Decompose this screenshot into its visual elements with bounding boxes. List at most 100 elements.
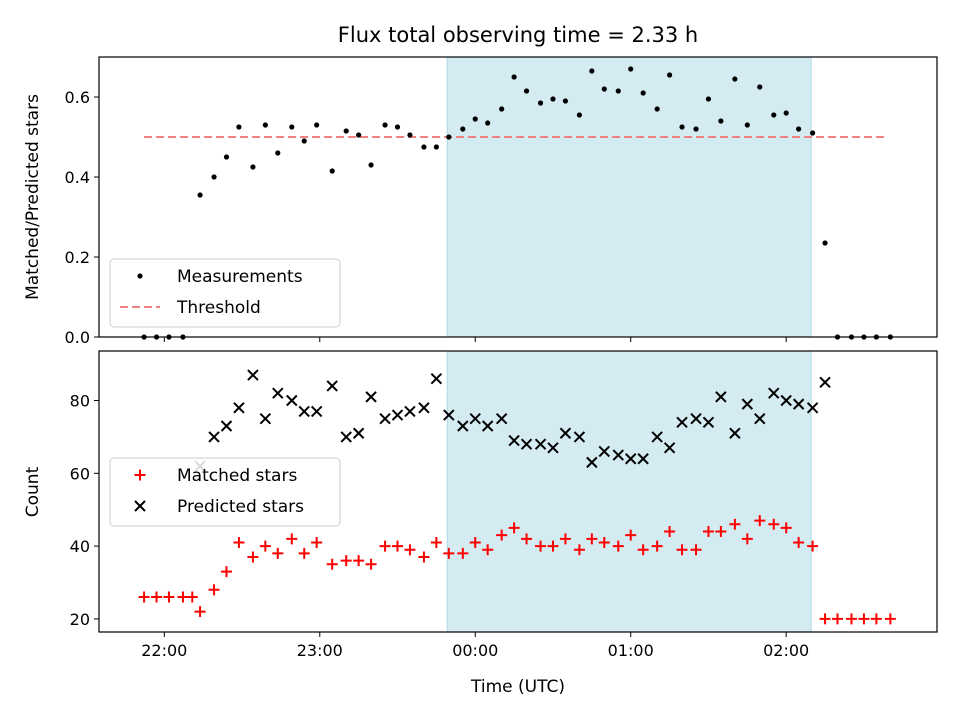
axes-frame [98, 56, 938, 338]
legend-box [109, 457, 341, 527]
data-point [586, 533, 598, 545]
data-point [744, 122, 750, 128]
data-point [757, 84, 763, 90]
data-point [272, 547, 284, 559]
data-point [298, 547, 310, 559]
data-point [654, 106, 660, 112]
data-point [208, 431, 220, 443]
data-point [250, 164, 256, 170]
data-point [138, 591, 150, 603]
data-point [310, 405, 323, 418]
data-point [806, 402, 819, 414]
data-point [796, 126, 802, 132]
data-point [262, 122, 268, 128]
data-point [559, 533, 571, 545]
series-measurements [141, 66, 893, 340]
y-tick-label: 60 [70, 464, 90, 483]
data-point [404, 405, 416, 418]
data-point [651, 431, 663, 443]
data-point [197, 192, 203, 198]
data-point [535, 540, 547, 552]
data-point [520, 438, 533, 450]
data-point [485, 120, 491, 126]
data-point [340, 555, 352, 567]
data-point [754, 412, 766, 425]
data-point [625, 453, 637, 465]
data-point [664, 526, 676, 538]
x-axis-label: Time (UTC) [470, 677, 565, 697]
data-point [326, 380, 338, 392]
data-point [637, 453, 649, 465]
data-point [443, 547, 455, 559]
data-point [715, 391, 727, 403]
data-point [537, 100, 544, 106]
data-point [368, 162, 374, 168]
data-point [615, 88, 621, 94]
data-point [718, 118, 724, 124]
y-tick-label: 0.0 [65, 328, 90, 347]
data-point [780, 394, 792, 407]
data-point [247, 369, 259, 381]
data-point [771, 112, 777, 118]
observing-window-shade [446, 350, 812, 633]
chart-title: Flux total observing time = 2.33 h [338, 23, 698, 47]
data-point [496, 529, 508, 541]
legend-marker [134, 469, 146, 481]
y-tick-label: 80 [70, 392, 90, 411]
data-point [511, 74, 517, 80]
y-tick-label: 20 [70, 610, 90, 629]
data-point [457, 547, 469, 559]
data-point [547, 540, 559, 552]
y-tick-label: 40 [70, 537, 90, 556]
data-point [715, 526, 727, 538]
data-point [329, 168, 335, 174]
data-point [702, 416, 715, 429]
data-point [508, 434, 520, 447]
data-point [275, 150, 281, 156]
data-point [819, 613, 831, 625]
data-point [741, 398, 754, 410]
data-point [220, 566, 232, 578]
data-point [472, 116, 478, 122]
data-point [676, 416, 688, 429]
data-point [311, 536, 323, 548]
data-point [430, 372, 443, 385]
data-point [177, 591, 189, 603]
data-point [792, 398, 805, 410]
data-point [768, 387, 780, 399]
data-point [573, 544, 585, 556]
data-point [220, 420, 233, 432]
data-point [391, 409, 404, 421]
data-point [858, 613, 870, 625]
data-point [326, 558, 338, 570]
data-point [418, 551, 430, 563]
data-point [754, 515, 766, 527]
data-point [379, 412, 391, 425]
data-point [845, 613, 857, 625]
data-point [343, 128, 349, 134]
data-point [589, 68, 595, 74]
data-point [404, 544, 416, 556]
data-point [163, 591, 175, 603]
data-point [379, 540, 391, 552]
data-point [443, 409, 455, 421]
data-point [831, 613, 843, 625]
data-point [625, 529, 637, 541]
data-point [392, 540, 404, 552]
data-point [469, 412, 481, 425]
data-point [259, 412, 272, 425]
x-tick-label: 22:00 [141, 641, 187, 660]
data-point [783, 110, 789, 116]
data-point [407, 132, 413, 138]
data-point [807, 540, 819, 552]
data-point [637, 544, 649, 556]
data-point [612, 540, 624, 552]
data-point [151, 591, 163, 603]
data-point [586, 456, 598, 469]
data-point [693, 126, 699, 132]
data-point [457, 420, 469, 432]
series-predicted-stars [194, 369, 831, 472]
data-point [628, 66, 634, 72]
data-point [430, 536, 442, 548]
